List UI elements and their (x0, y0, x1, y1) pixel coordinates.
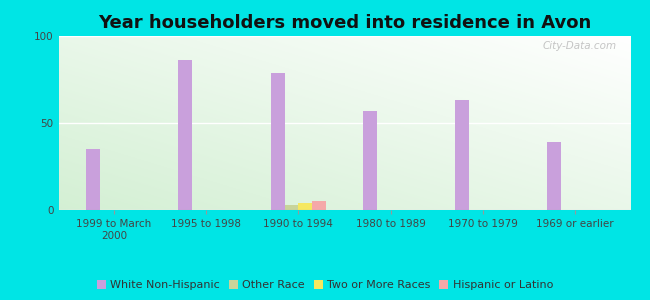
Legend: White Non-Hispanic, Other Race, Two or More Races, Hispanic or Latino: White Non-Hispanic, Other Race, Two or M… (92, 275, 558, 294)
Title: Year householders moved into residence in Avon: Year householders moved into residence i… (98, 14, 591, 32)
Bar (547, 142, 562, 210)
Bar (179, 60, 192, 210)
Bar (86, 149, 100, 210)
Bar (270, 73, 285, 210)
Bar (285, 205, 298, 210)
Bar (298, 203, 312, 210)
Bar (363, 111, 377, 210)
Text: City-Data.com: City-Data.com (542, 41, 616, 51)
Bar (312, 201, 326, 210)
Bar (455, 100, 469, 210)
